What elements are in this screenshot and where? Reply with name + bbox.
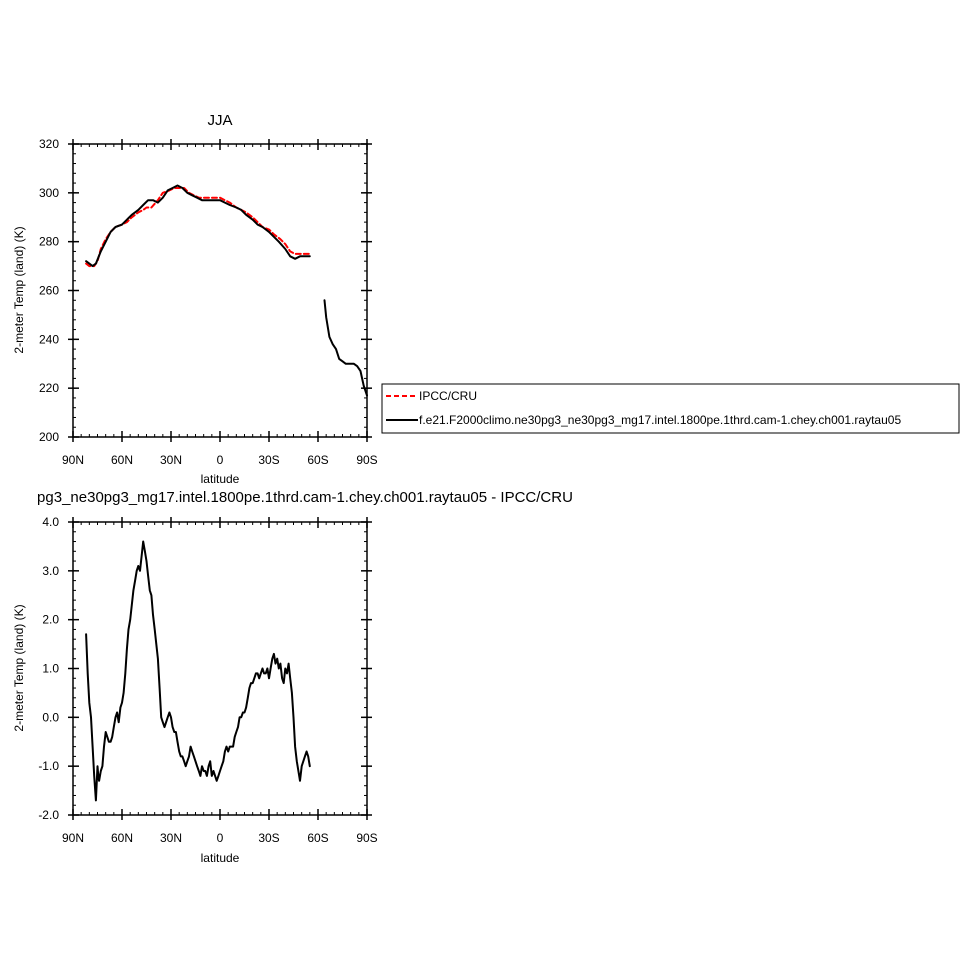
bottom-y-tick-label: 4.0	[42, 515, 59, 529]
top-panel: JJA 90N 60N 30N 0 30S 60S 90S 200 220 240 260 280 30…	[12, 112, 960, 486]
bottom-y-axis-title: 2-meter Temp (land) (K)	[12, 604, 26, 731]
legend-label-model: f.e21.F2000climo.ne30pg3_ne30pg3_mg17.in…	[419, 413, 901, 427]
bottom-y-tick-label: 1.0	[42, 662, 59, 676]
bottom-panel: pg3_ne30pg3_mg17.intel.1800pe.1thrd.cam-…	[12, 489, 573, 865]
bottom-plot-marks	[85, 540, 311, 802]
top-x-tick-label: 30S	[258, 453, 279, 467]
top-y-tick-label: 200	[39, 430, 59, 444]
top-x-tick-label: 60N	[111, 453, 133, 467]
top-plot-ticks: 90N 60N 30N 0 30S 60S 90S 200 220 240 260 280 300 320	[39, 137, 378, 467]
top-x-tick-label: 30N	[160, 453, 182, 467]
bottom-x-tick-label: 60S	[307, 831, 328, 845]
bottom-y-tick-label: 3.0	[42, 564, 59, 578]
top-plot-legend: IPCC/CRU f.e21.F2000climo.ne30pg3_ne30pg…	[381, 383, 960, 434]
bottom-x-axis-title: latitude	[201, 851, 240, 865]
bottom-series-line-0	[85, 540, 311, 802]
bottom-x-tick-label: 30N	[160, 831, 182, 845]
bottom-plot-title: pg3_ne30pg3_mg17.intel.1800pe.1thrd.cam-…	[37, 489, 573, 506]
bottom-x-tick-label: 90S	[356, 831, 377, 845]
bottom-x-tick-label: 30S	[258, 831, 279, 845]
top-plot-marks	[85, 184, 368, 397]
bottom-y-tick-label: -1.0	[38, 759, 59, 773]
top-x-tick-label: 90N	[62, 453, 84, 467]
top-series-line-1	[85, 184, 311, 268]
bottom-y-tick-label: 0.0	[42, 710, 59, 724]
top-x-tick-label: 90S	[356, 453, 377, 467]
legend-label-ipcc-cru: IPCC/CRU	[419, 389, 477, 403]
bottom-x-tick-label: 90N	[62, 831, 84, 845]
top-y-axis-title: 2-meter Temp (land) (K)	[12, 226, 26, 353]
bottom-y-tick-label: 2.0	[42, 613, 59, 627]
top-y-tick-label: 300	[39, 186, 59, 200]
top-series-line-2	[323, 299, 368, 397]
top-y-tick-label: 320	[39, 137, 59, 151]
top-y-tick-label: 220	[39, 381, 59, 395]
bottom-y-tick-label: -2.0	[38, 808, 59, 822]
top-x-tick-label: 0	[217, 453, 224, 467]
bottom-plot-ticks: 90N 60N 30N 0 30S 60S 90S -2.0 -1.0 0.0 1.0 2.0 3.0 4…	[38, 515, 377, 845]
legend-box	[381, 383, 960, 434]
top-plot-title: JJA	[207, 112, 232, 129]
top-x-tick-label: 60S	[307, 453, 328, 467]
top-y-tick-label: 240	[39, 332, 59, 346]
top-y-tick-label: 260	[39, 284, 59, 298]
bottom-x-tick-label: 60N	[111, 831, 133, 845]
top-x-axis-title: latitude	[201, 472, 240, 486]
bottom-x-tick-label: 0	[217, 831, 224, 845]
top-y-tick-label: 280	[39, 235, 59, 249]
